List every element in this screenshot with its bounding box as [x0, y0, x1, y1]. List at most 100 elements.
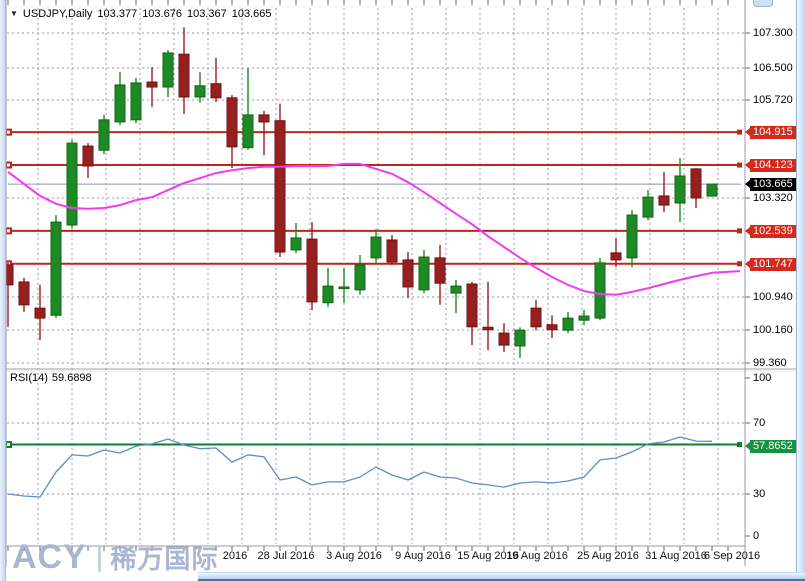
rsi-name: RSI(14)	[10, 372, 48, 384]
badge-arrow-icon	[745, 180, 750, 188]
candle-body	[274, 120, 286, 253]
badge-arrow-icon	[745, 227, 750, 235]
vertical-scrollbar[interactable]	[796, 0, 805, 581]
candle-body	[626, 214, 638, 259]
symbol-header: ▼ USDJPY,Daily 103.377 103.676 103.367 103.66…	[10, 8, 271, 20]
candle-body	[194, 85, 206, 98]
candle-body	[114, 84, 126, 123]
rsi-line[interactable]	[7, 436, 713, 498]
price-axis-label: 105.720	[745, 93, 793, 107]
rsi-level-anchor-right[interactable]	[737, 442, 742, 448]
candle-body	[162, 52, 174, 88]
price-axis[interactable]: 107.300 106.500 105.720 104.915 104.123 103.6…	[745, 0, 797, 581]
candle-body	[498, 332, 510, 346]
price-axis-label-text: 102.539	[750, 224, 796, 238]
ohlc-low: 103.367	[186, 8, 227, 20]
price-axis-label-text: 99.360	[753, 357, 787, 369]
price-axis-label: 100.940	[745, 290, 793, 304]
candle-body	[258, 114, 270, 123]
ohlc-open: 103.377	[97, 8, 138, 20]
badge-arrow-icon	[745, 260, 750, 268]
candle-body	[386, 239, 398, 263]
badge-arrow-icon	[745, 442, 750, 450]
candle-body	[82, 145, 94, 167]
line-anchor-right[interactable]	[737, 129, 742, 135]
candle-body	[690, 168, 702, 199]
badge-arrow-icon	[745, 128, 750, 136]
candle-body	[306, 238, 318, 303]
price-line-badge: 104.915	[745, 125, 796, 139]
candle-body	[338, 286, 350, 290]
line-anchor-right[interactable]	[737, 261, 742, 267]
price-axis-label-text: 103.320	[753, 192, 793, 204]
price-line-badge: 101.747	[745, 257, 796, 271]
candle-body	[546, 324, 558, 331]
price-axis-label: 103.320	[745, 191, 793, 205]
price-axis-label-text: 100	[753, 372, 772, 384]
candle-body	[178, 53, 190, 98]
chevron-down-icon[interactable]: ▼	[10, 9, 18, 18]
price-axis-label: 70	[745, 416, 765, 430]
price-axis-label-text: 70	[753, 417, 766, 429]
candle-body	[578, 315, 590, 321]
axis-corner-button[interactable]	[753, 0, 773, 7]
candle-body	[418, 256, 430, 291]
price-axis-label-text: 107.300	[753, 27, 793, 39]
price-axis-label-text: 103.665	[750, 177, 796, 191]
candle-body	[290, 237, 302, 251]
price-axis-label-text: 0	[753, 530, 760, 542]
candle-body	[50, 221, 62, 316]
price-axis-label-text: 30	[753, 488, 766, 500]
price-axis-label: 100	[745, 371, 771, 385]
price-axis-label: 99.360	[745, 356, 787, 370]
candle-body	[226, 97, 238, 148]
candle-body	[210, 83, 222, 99]
rsi-level-badge: 57.8652	[745, 439, 796, 453]
candle-body	[482, 326, 494, 331]
candle-body	[146, 81, 158, 88]
window-left-border	[0, 0, 6, 581]
candle-body	[402, 259, 414, 288]
price-axis-label: 100.160	[745, 323, 793, 337]
line-anchor-dot	[7, 130, 10, 134]
rsi-value: 59.6898	[51, 372, 92, 384]
acy-logo: ACY | 稀万国际	[12, 538, 218, 577]
candle-body	[594, 262, 606, 319]
line-anchor-dot	[7, 163, 10, 167]
candle-body	[674, 175, 686, 204]
symbol-timeframe-label: USDJPY,Daily	[22, 8, 93, 20]
horizontal-scrollbar[interactable]	[198, 572, 805, 581]
candle-body	[562, 317, 574, 331]
candle-body	[642, 196, 654, 218]
acy-brand-text: ACY	[12, 538, 87, 576]
moving-average-line[interactable]	[7, 162, 741, 296]
badge-arrow-icon	[745, 161, 750, 169]
price-axis-label-text: 100.940	[753, 291, 793, 303]
line-anchor-right[interactable]	[737, 228, 742, 234]
candle-body	[466, 283, 478, 328]
price-axis-label-text: 104.123	[750, 158, 796, 172]
price-axis-label-text: 104.915	[750, 125, 796, 139]
ohlc-close: 103.665	[231, 8, 272, 20]
price-axis-label-text: 106.500	[753, 62, 793, 74]
current-price-badge: 103.665	[745, 177, 796, 191]
line-anchor-dot	[7, 229, 10, 233]
candle-body	[242, 114, 254, 149]
line-anchor-right[interactable]	[737, 162, 742, 168]
logo-divider: |	[95, 541, 104, 573]
candle-body	[450, 285, 462, 294]
candle-body	[610, 252, 622, 261]
candle-body	[658, 195, 670, 206]
candle-body	[322, 285, 334, 304]
candle-body	[530, 307, 542, 328]
candle-body	[434, 257, 446, 284]
price-axis-label: 107.300	[745, 26, 793, 40]
price-line-badge: 102.539	[745, 224, 796, 238]
candle-body	[18, 281, 30, 306]
candle-body	[66, 142, 78, 226]
price-axis-label: 30	[745, 487, 765, 501]
price-axis-label-text: 105.720	[753, 94, 793, 106]
candle-body	[34, 307, 46, 319]
